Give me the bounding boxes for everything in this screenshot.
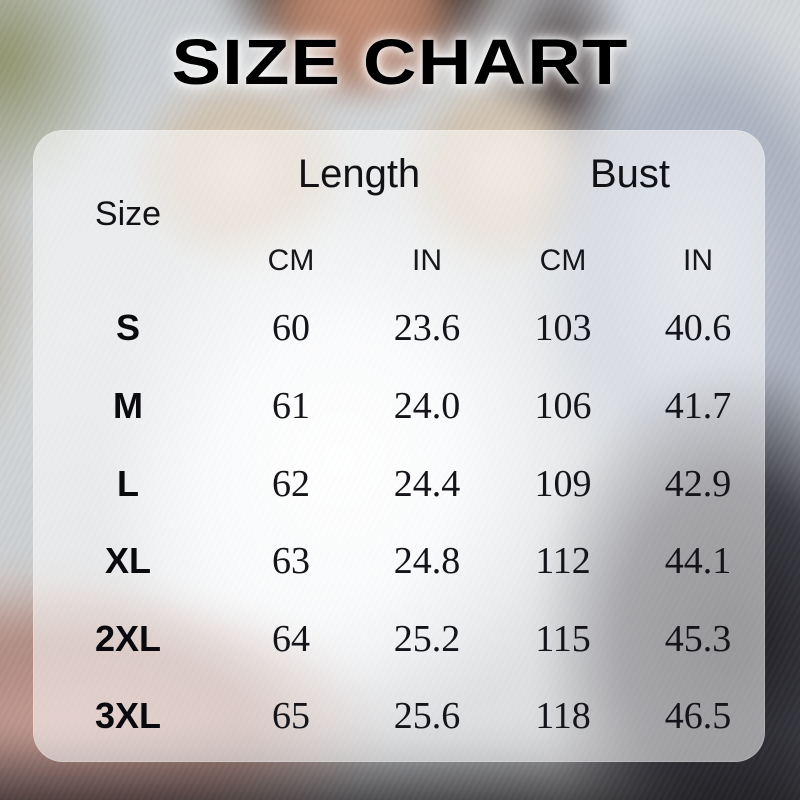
row-size-label: XL (104, 540, 151, 581)
row-bust-cm: 106 (534, 385, 592, 427)
page-title: SIZE CHART (171, 26, 629, 98)
row-bust-in: 46.5 (664, 695, 732, 737)
row-bust-in: 40.6 (664, 307, 732, 349)
row-length-in: 25.6 (393, 695, 461, 737)
row-length-in: 24.8 (393, 540, 461, 582)
table-row: M 61 24.0 106 41.7 (33, 375, 765, 437)
row-length-in: 24.0 (393, 385, 461, 427)
row-length-in: 25.2 (393, 618, 461, 660)
row-size-label: 2XL (94, 618, 162, 659)
row-bust-in: 42.9 (664, 463, 732, 505)
size-chart-table: Length Bust Size CM IN CM IN S 60 23.6 1… (33, 130, 765, 762)
table-row: L 62 24.4 109 42.9 (33, 453, 765, 515)
group-header-bust: Bust (589, 152, 671, 196)
row-bust-cm: 118 (535, 695, 591, 737)
row-size-label: M (113, 385, 143, 426)
table-group-header-row: Length Bust (33, 148, 765, 200)
row-size-label: L (117, 463, 139, 504)
row-length-in: 24.4 (393, 463, 461, 505)
row-size-label: S (115, 307, 140, 348)
row-length-cm: 60 (272, 307, 310, 349)
table-row: XL 63 24.8 112 44.1 (33, 530, 765, 592)
column-header-size: Size (94, 195, 162, 233)
row-length-cm: 62 (272, 463, 310, 505)
row-bust-in: 44.1 (664, 540, 732, 582)
table-row: 3XL 65 25.6 118 46.5 (33, 685, 765, 747)
row-bust-in: 41.7 (664, 385, 732, 427)
row-length-cm: 63 (272, 540, 310, 582)
row-bust-cm: 103 (534, 307, 592, 349)
table-unit-header-row: CM IN CM IN (33, 238, 765, 284)
row-length-cm: 64 (272, 618, 310, 660)
table-row: S 60 23.6 103 40.6 (33, 297, 765, 359)
row-length-cm: 61 (272, 385, 310, 427)
row-length-cm: 65 (272, 695, 310, 737)
table-size-header-row: Size (33, 188, 765, 240)
unit-header-bust-in: IN (683, 244, 713, 277)
row-bust-in: 45.3 (664, 618, 732, 660)
table-panel (33, 130, 765, 762)
table-row: 2XL 64 25.2 115 45.3 (33, 608, 765, 670)
unit-header-bust-cm: CM (539, 244, 587, 277)
row-bust-cm: 109 (534, 463, 592, 505)
row-size-label: 3XL (94, 695, 162, 736)
unit-header-length-cm: CM (267, 244, 315, 277)
row-length-in: 23.6 (393, 307, 461, 349)
row-bust-cm: 115 (535, 618, 591, 660)
group-header-length: Length (297, 152, 421, 196)
unit-header-length-in: IN (412, 244, 442, 277)
row-bust-cm: 112 (535, 540, 591, 582)
